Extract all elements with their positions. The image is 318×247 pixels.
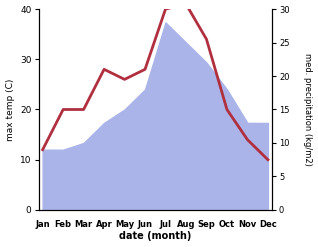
Y-axis label: max temp (C): max temp (C) [5,78,15,141]
X-axis label: date (month): date (month) [119,231,191,242]
Y-axis label: med. precipitation (kg/m2): med. precipitation (kg/m2) [303,53,313,166]
